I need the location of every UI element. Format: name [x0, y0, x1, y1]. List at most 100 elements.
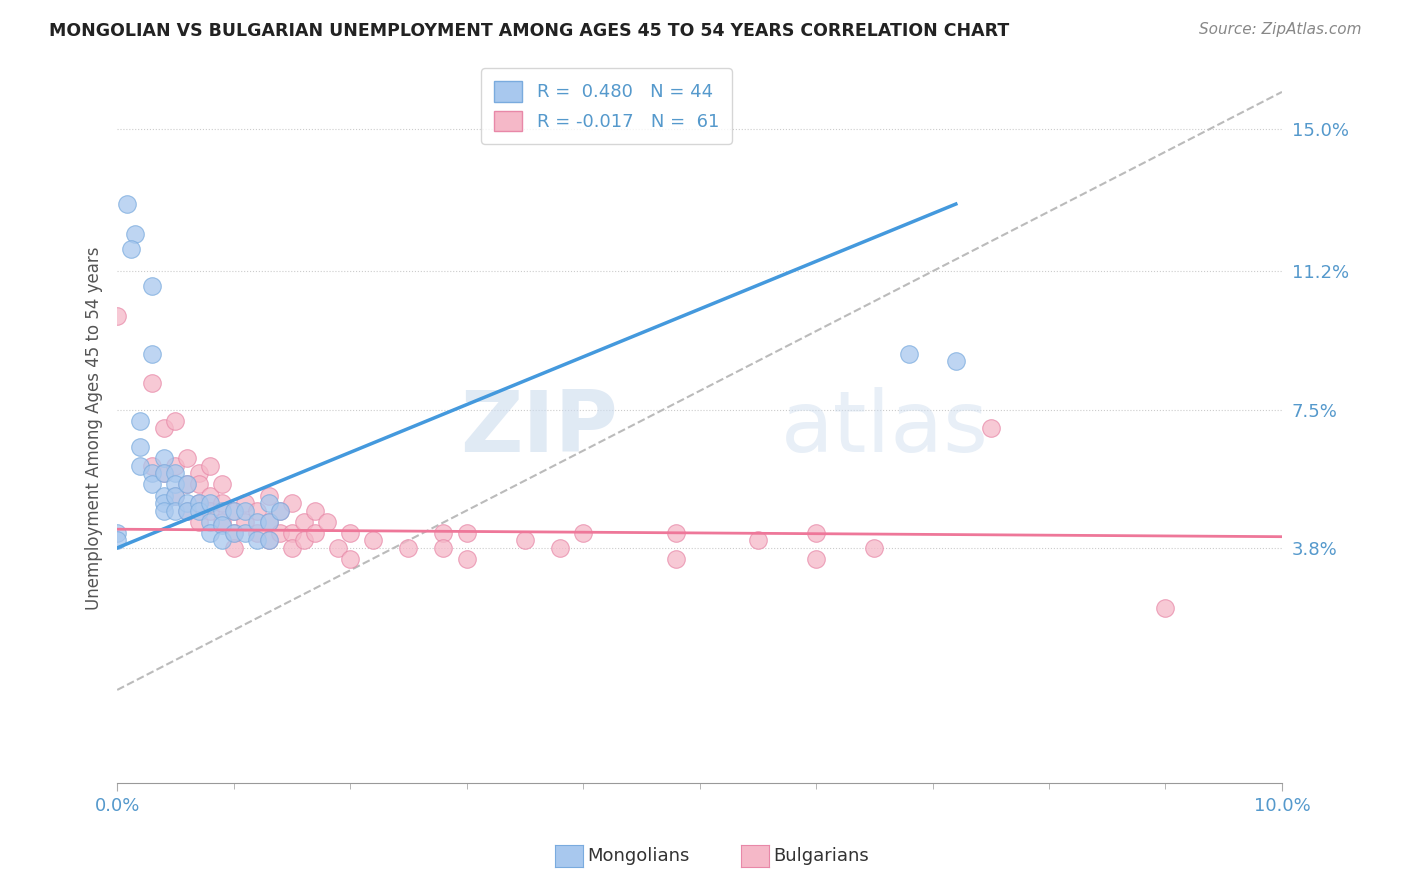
Point [129, 440, 152, 454]
Point [328, 541, 350, 555]
Point [211, 503, 233, 517]
Point [804, 525, 827, 540]
Point [233, 496, 256, 510]
Point [269, 503, 291, 517]
Point [257, 533, 280, 548]
Point [257, 533, 280, 548]
Point [124, 227, 146, 241]
Point [187, 466, 209, 480]
Text: atlas: atlas [782, 387, 988, 470]
Point [315, 515, 337, 529]
Point [176, 477, 198, 491]
Point [396, 541, 419, 555]
Text: Mongolians: Mongolians [588, 847, 690, 865]
Point [152, 489, 174, 503]
Point [572, 525, 595, 540]
Point [257, 489, 280, 503]
Text: MONGOLIAN VS BULGARIAN UNEMPLOYMENT AMONG AGES 45 TO 54 YEARS CORRELATION CHART: MONGOLIAN VS BULGARIAN UNEMPLOYMENT AMON… [49, 22, 1010, 40]
Point [281, 496, 304, 510]
Point [211, 477, 233, 491]
Text: Source: ZipAtlas.com: Source: ZipAtlas.com [1198, 22, 1361, 37]
Point [898, 346, 921, 360]
Point [105, 525, 128, 540]
Point [176, 496, 198, 510]
Point [548, 541, 571, 555]
Point [211, 518, 233, 533]
Point [432, 541, 454, 555]
Point [141, 477, 163, 491]
Point [200, 496, 222, 510]
Point [246, 503, 269, 517]
Point [233, 515, 256, 529]
Point [187, 496, 209, 510]
Point [176, 477, 198, 491]
Point [120, 242, 142, 256]
Point [1154, 600, 1177, 615]
Point [804, 552, 827, 566]
Point [211, 533, 233, 548]
Point [863, 541, 886, 555]
Point [141, 458, 163, 473]
Point [222, 525, 245, 540]
Point [747, 533, 769, 548]
Point [129, 414, 152, 428]
Point [269, 503, 291, 517]
Point [211, 515, 233, 529]
Point [176, 503, 198, 517]
Point [152, 503, 174, 517]
Point [187, 477, 209, 491]
Point [200, 458, 222, 473]
Point [165, 503, 187, 517]
Point [456, 552, 478, 566]
Point [281, 525, 304, 540]
Point [665, 525, 688, 540]
Point [269, 525, 291, 540]
Point [105, 309, 128, 323]
Point [432, 525, 454, 540]
Point [176, 451, 198, 466]
Point [165, 414, 187, 428]
Point [187, 515, 209, 529]
Point [257, 515, 280, 529]
Point [257, 496, 280, 510]
Point [222, 503, 245, 517]
Point [165, 489, 187, 503]
Text: ZIP: ZIP [460, 387, 619, 470]
Text: Bulgarians: Bulgarians [773, 847, 869, 865]
Point [980, 421, 1002, 435]
Point [200, 525, 222, 540]
Point [246, 515, 269, 529]
Point [222, 541, 245, 555]
Point [304, 503, 326, 517]
Point [304, 525, 326, 540]
Point [222, 525, 245, 540]
Point [152, 421, 174, 435]
Point [165, 458, 187, 473]
Point [141, 279, 163, 293]
Point [292, 533, 315, 548]
Point [363, 533, 385, 548]
Point [281, 541, 304, 555]
Point [665, 552, 688, 566]
Point [513, 533, 536, 548]
Y-axis label: Unemployment Among Ages 45 to 54 years: Unemployment Among Ages 45 to 54 years [86, 246, 103, 610]
Point [233, 503, 256, 517]
Point [246, 533, 269, 548]
Point [105, 533, 128, 548]
Point [246, 525, 269, 540]
Point [115, 197, 138, 211]
Point [141, 376, 163, 391]
Point [222, 503, 245, 517]
Point [141, 346, 163, 360]
Point [339, 525, 361, 540]
Point [176, 503, 198, 517]
Point [292, 515, 315, 529]
Point [165, 466, 187, 480]
Point [200, 503, 222, 517]
Point [152, 466, 174, 480]
Point [187, 503, 209, 517]
Point [129, 458, 152, 473]
Point [200, 515, 222, 529]
Point [141, 466, 163, 480]
Point [165, 489, 187, 503]
